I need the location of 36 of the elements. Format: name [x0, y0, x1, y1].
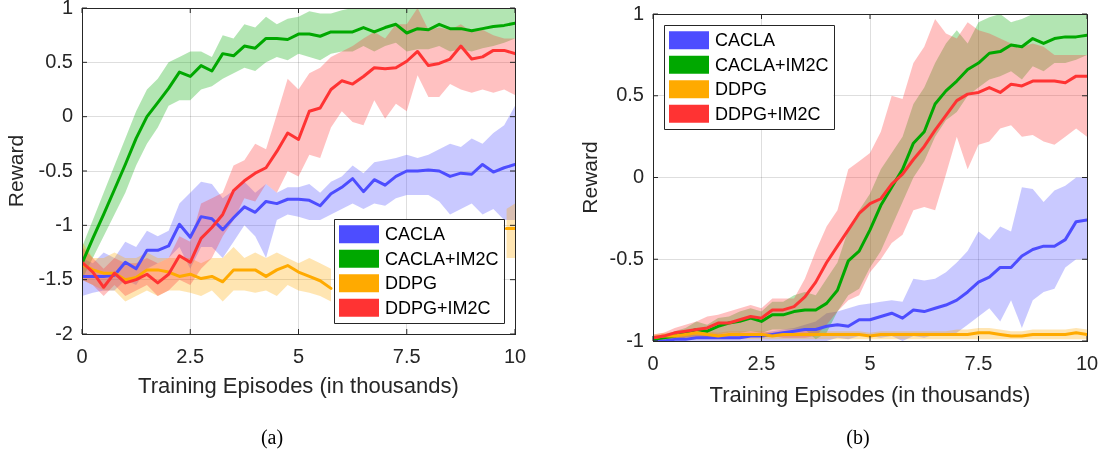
legend-label: CACLA+IM2C	[715, 54, 829, 75]
legend-label: DDPG	[385, 273, 438, 294]
x-tick-label: 10	[1075, 351, 1099, 374]
text: (b)	[846, 425, 870, 449]
legend-label: CACLA	[715, 30, 776, 51]
x-tick-label: 2.5	[747, 351, 776, 374]
y-tick-label: -1.5	[38, 267, 73, 290]
legend-label: DDPG+IM2C	[385, 297, 491, 318]
x-tick-label: 7.5	[392, 344, 421, 367]
y-tick-label: 1	[632, 1, 644, 24]
x-tick-label: 0	[76, 344, 88, 367]
x-tick-label: 7.5	[964, 351, 993, 374]
y-tick-label: -1	[55, 212, 73, 235]
x-tick-label: 0	[647, 351, 659, 374]
x-tick-label: 10	[503, 344, 527, 367]
y-tick-label: 0	[61, 104, 73, 127]
y-tick-label: -0.5	[609, 246, 644, 269]
y-tick-label: 0	[632, 165, 644, 188]
legend-label: DDPG+IM2C	[715, 103, 821, 124]
x-axis-title: Training Episodes (in thousands)	[138, 372, 459, 398]
x-tick-label: 5	[864, 351, 876, 374]
x-tick-label: 5	[292, 344, 305, 367]
legend-label: CACLA+IM2C	[385, 248, 499, 269]
x-axis-title: Training Episodes (in thousands)	[709, 381, 1031, 407]
y-tick-label: 0.5	[45, 49, 73, 72]
y-axis-title: Reward	[4, 134, 28, 208]
y-tick-label: 1	[61, 0, 73, 18]
x-tick-label: 2.5	[176, 344, 205, 367]
legend-label: CACLA	[385, 224, 446, 245]
y-axis-title: Reward	[578, 141, 602, 214]
y-tick-label: 0.5	[616, 83, 644, 106]
y-tick-label: -2	[55, 321, 73, 344]
y-tick-label: -1	[626, 328, 644, 351]
text: (a)	[260, 425, 284, 449]
y-tick-label: -0.5	[38, 158, 73, 181]
legend-label: DDPG	[715, 79, 768, 100]
